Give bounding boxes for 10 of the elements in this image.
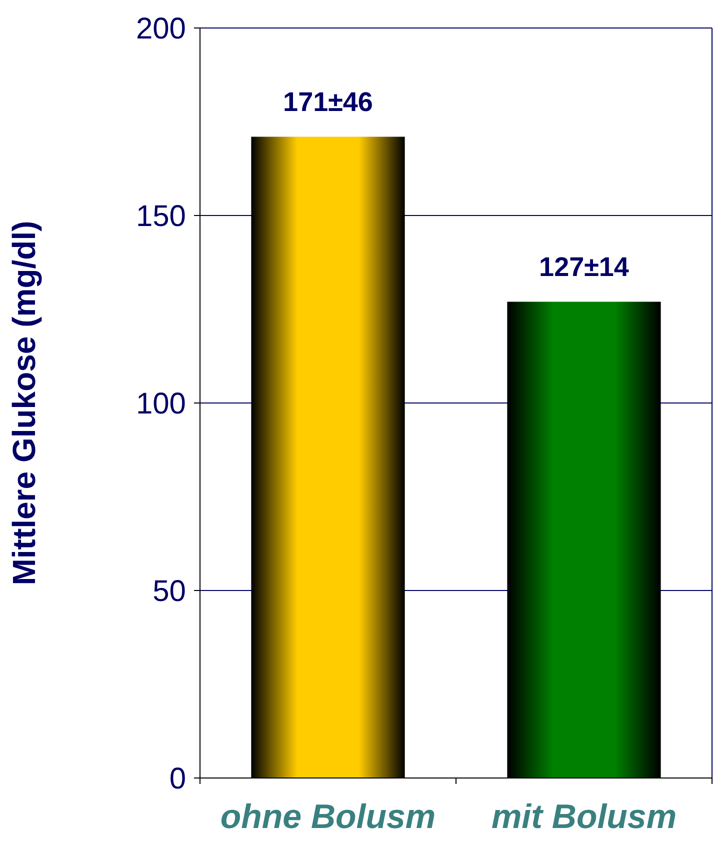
- y-axis-title: Mittlere Glukose (mg/dl): [6, 220, 42, 586]
- x-tick-label: ohne Bolusm: [220, 798, 436, 836]
- y-tick-label: 200: [136, 12, 186, 46]
- data-label: 171±46: [283, 86, 373, 117]
- y-tick-label: 150: [136, 200, 186, 233]
- x-tick-label: mit Bolusm: [491, 798, 677, 836]
- y-tick-label: 0: [169, 762, 186, 796]
- y-tick-label: 50: [152, 575, 186, 608]
- data-label: 127±14: [539, 252, 629, 282]
- y-tick-label: 100: [136, 388, 186, 420]
